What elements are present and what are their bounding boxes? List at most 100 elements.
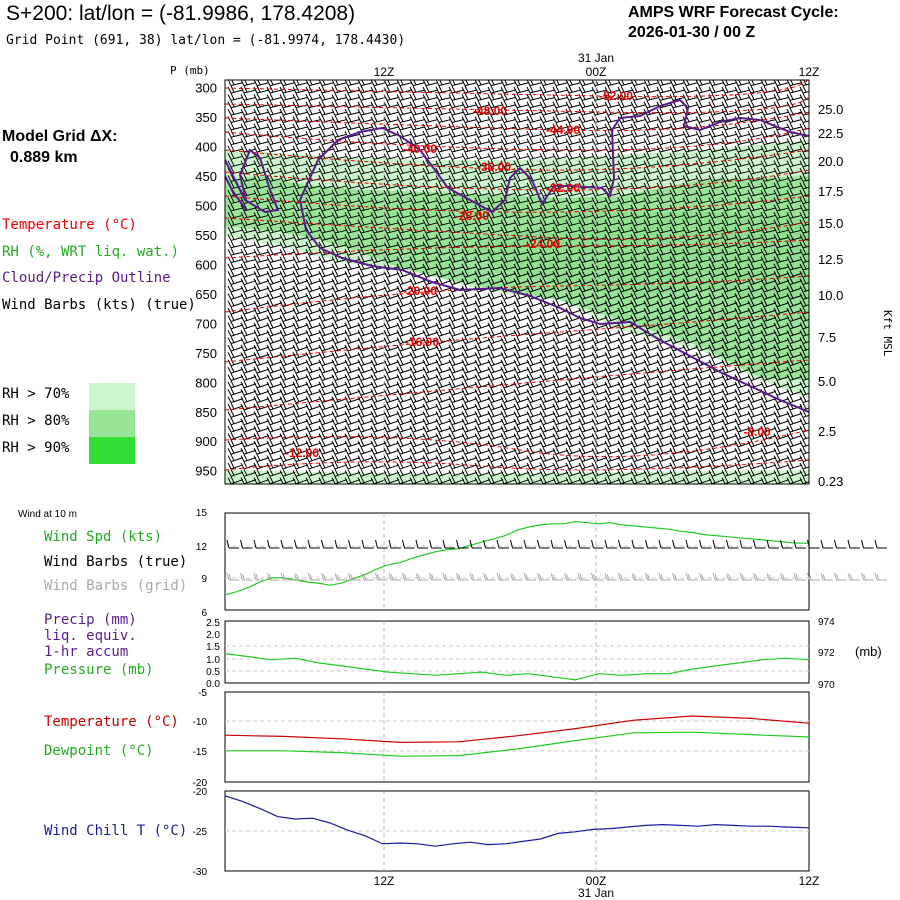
wind-barb [630, 424, 647, 433]
wind-barb [422, 144, 439, 153]
wind-barb [591, 314, 608, 322]
wind-barb [331, 93, 348, 101]
wind-barb [539, 203, 556, 212]
wind-barb [422, 270, 439, 278]
wind-barb [513, 203, 530, 212]
wind-barb [513, 181, 530, 190]
wind-barb [266, 159, 283, 168]
wind-barb [513, 174, 530, 182]
wind-barb [721, 196, 738, 205]
wind-barb [422, 188, 439, 197]
wind-barb [370, 424, 387, 433]
wind-barb [760, 432, 777, 440]
wind-barb [669, 152, 686, 160]
wind-barb [344, 93, 361, 101]
wind-barb [461, 439, 478, 448]
wind-barb [591, 395, 608, 404]
wind-barb [539, 351, 556, 359]
wind-barb [617, 159, 634, 168]
wind-barb [578, 270, 595, 278]
wind-barb [344, 365, 361, 374]
wind-tick-label: 15 [196, 508, 208, 519]
temperature-label: -16.00 [405, 335, 439, 349]
wind-barb [513, 329, 530, 337]
temperature-label: -44.00 [546, 123, 580, 137]
wind-barb [448, 270, 465, 278]
wind-barb [266, 343, 283, 352]
wind-barb [799, 299, 809, 308]
wind-barb [318, 196, 335, 205]
wind-barb [513, 80, 530, 87]
wind-barb [357, 314, 374, 322]
wind-barb [734, 159, 751, 168]
wind-barb [799, 395, 809, 404]
wind-barb [513, 454, 530, 463]
wind-barb [487, 196, 504, 205]
wind-barb [292, 292, 309, 300]
wind-barb [591, 358, 608, 367]
wind-barb [786, 380, 803, 389]
wind-barb [357, 166, 374, 175]
wind-barb-true [618, 539, 631, 549]
wind-barb [604, 277, 621, 286]
wind-barb [331, 461, 348, 470]
wind-barb-true [496, 539, 509, 549]
wind-barb [266, 329, 283, 337]
wind-barb [266, 321, 283, 330]
wind-barb [396, 314, 413, 322]
wind-barb [279, 262, 296, 271]
wind-barb [500, 233, 517, 241]
wind-barb [396, 306, 413, 315]
wind-panel-frame [224, 512, 810, 611]
wind-barb [786, 417, 803, 426]
wind-barb [474, 365, 491, 374]
wind-barb [370, 144, 387, 153]
wind-barb-grid [375, 572, 388, 581]
wind-barb [643, 292, 660, 300]
wind-barb [669, 351, 686, 359]
wind-barb [734, 395, 751, 404]
wind-barb [266, 402, 283, 411]
wind-barb [643, 402, 660, 411]
wind-barb [552, 358, 569, 367]
wind-barb [448, 410, 465, 418]
wind-barb [695, 159, 712, 168]
wind-barb [344, 115, 361, 123]
wind-barb [578, 159, 595, 168]
wind-barb [435, 144, 452, 153]
wind-barb [526, 395, 543, 404]
wind-barb [253, 306, 270, 315]
wind-barb [734, 424, 751, 433]
wind-barb-grid [699, 572, 712, 581]
wind-barb [721, 277, 738, 286]
wind-barb [253, 144, 270, 153]
wind-barb [331, 365, 348, 374]
wind-barb [695, 107, 712, 116]
wind-barb [721, 402, 738, 411]
wind-barb [500, 388, 517, 396]
wind-barb [604, 373, 621, 381]
wind-barb [799, 247, 809, 256]
wind-barb [799, 277, 809, 286]
wind-barb [227, 240, 244, 249]
wind-barb [513, 299, 530, 308]
wind-barb [630, 277, 647, 286]
wind-barb [760, 159, 777, 168]
wind-barb [643, 351, 660, 359]
wind-barb [383, 144, 400, 153]
wind-barb [578, 321, 595, 330]
wind-barb [656, 395, 673, 404]
wind-barb [760, 85, 777, 94]
wind-barb [669, 358, 686, 367]
wind-barb [747, 80, 764, 87]
wind-barb [331, 225, 348, 234]
wind-barb [357, 388, 374, 396]
wind-barb [773, 85, 790, 94]
wind-barb [526, 365, 543, 374]
wind-barb [786, 476, 803, 484]
wind-barb [630, 417, 647, 426]
wind-barb [305, 129, 322, 138]
wind-barb-grid [807, 572, 820, 581]
temperature-label: -20.00 [403, 284, 437, 298]
wind-barb [474, 100, 491, 109]
